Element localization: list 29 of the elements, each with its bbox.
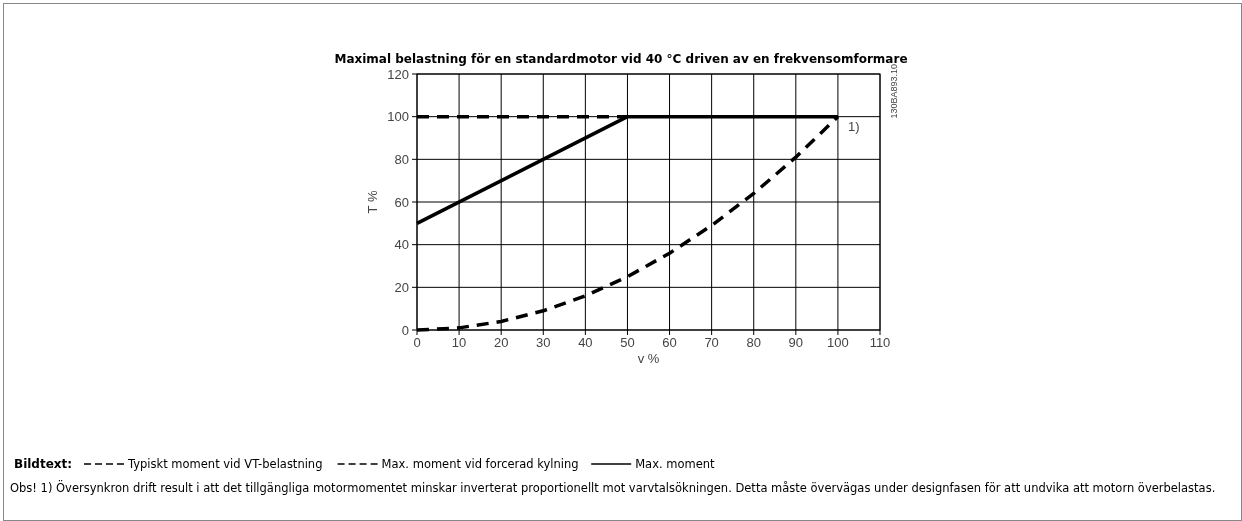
y-tick-label: 120	[387, 66, 409, 82]
y-tick-label: 100	[387, 109, 409, 125]
y-tick-label: 60	[394, 194, 409, 210]
x-tick-label: 10	[451, 335, 467, 350]
x-tick-label: 80	[746, 335, 761, 350]
legend-label: Max. moment vid forcerad kylning	[381, 457, 579, 471]
x-tick-label: 90	[788, 335, 804, 350]
x-tick-label: 70	[704, 335, 719, 350]
legend-label: Typiskt moment vid VT-belastning	[127, 457, 323, 471]
x-tick-label: 110	[869, 335, 891, 350]
x-tick-label: 50	[620, 335, 635, 350]
legend-title: Bildtext:	[14, 457, 73, 471]
y-axis-title: T %	[365, 190, 380, 214]
annotation: 1)	[847, 118, 860, 134]
y-tick-label: 20	[394, 279, 409, 295]
y-tick-label: 0	[401, 322, 409, 338]
x-tick-label: 30	[536, 335, 551, 350]
x-tick-label: 20	[493, 335, 509, 350]
x-axis-title: v %	[637, 351, 660, 366]
chart-title: Maximal belastning för en standardmotor vid 40 °C driven av en frekvensomformare	[334, 52, 908, 66]
x-tick-label: 100	[827, 335, 849, 350]
x-tick-label: 60	[662, 335, 677, 350]
text: 130BA893.10	[889, 64, 899, 119]
x-tick-label: 0	[413, 335, 421, 350]
x-tick-label: 40	[578, 335, 593, 350]
text: Obs! 1) Översynkron drift result i att det tillgängliga motormomentet minskar inverterat proportionellt mot varvtalsökningen. Detta måste övervägas under designfasen för att undvika att motorn överbelastas.	[10, 479, 1217, 497]
y-tick-label: 80	[394, 151, 409, 167]
y-tick-label: 40	[394, 237, 409, 253]
legend-label: Max. moment	[635, 457, 716, 471]
